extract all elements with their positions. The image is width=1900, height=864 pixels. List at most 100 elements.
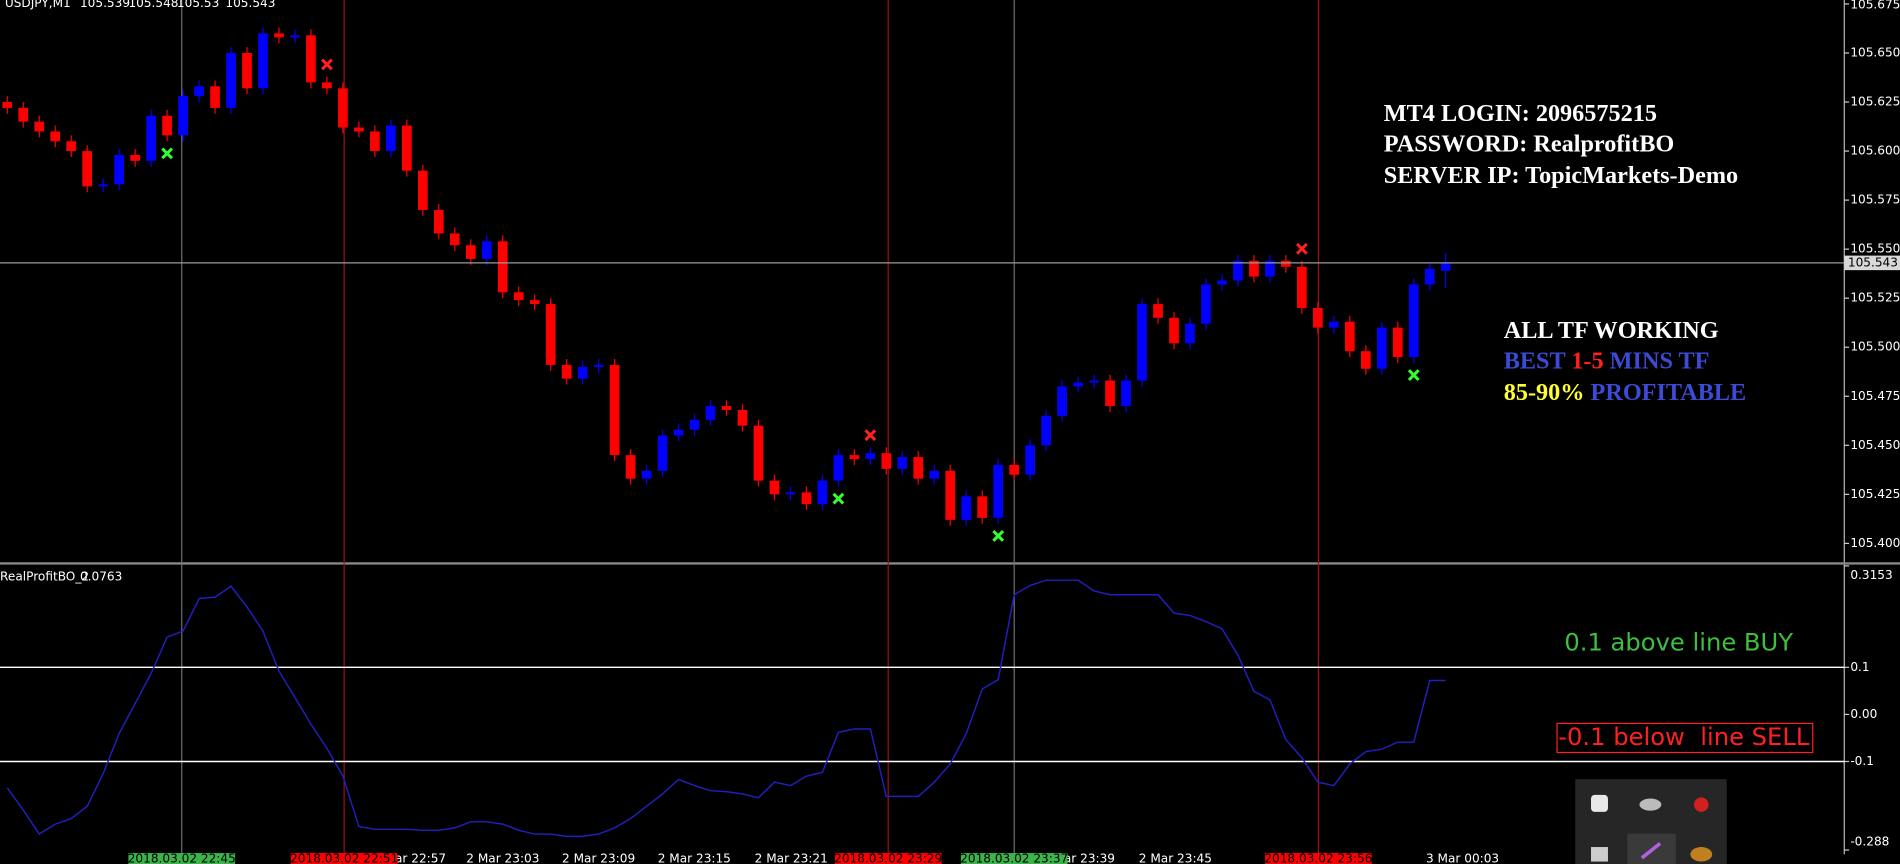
candle-body xyxy=(513,292,524,301)
x-tick-label: 3 Mar 00:03 xyxy=(1426,852,1499,864)
sell-signal xyxy=(1295,242,1308,255)
candle-body xyxy=(162,115,172,136)
candle-body xyxy=(50,131,61,142)
y-tick-label: 105.425 xyxy=(1850,487,1900,501)
current-price-box xyxy=(1844,255,1900,271)
candle-body xyxy=(833,455,844,481)
time-marker-box xyxy=(290,853,398,864)
annotation-part: 1-5 xyxy=(1571,347,1603,374)
candle-body xyxy=(1392,327,1403,358)
candle-body xyxy=(1185,323,1195,344)
x-tick-label: 2 Mar 23:15 xyxy=(658,852,731,864)
tray-icon[interactable] xyxy=(1591,847,1608,862)
indicator-line xyxy=(6,579,1446,838)
candle-body xyxy=(945,470,956,520)
annotation-part: SERVER IP: TopicMarkets-Demo xyxy=(1384,161,1738,188)
candle-body xyxy=(625,455,636,479)
candle-body xyxy=(817,480,828,505)
candle-body xyxy=(977,496,988,518)
candle-body xyxy=(1169,317,1179,344)
y-tick-label: -0.288 xyxy=(1850,835,1889,849)
candle-body xyxy=(274,33,284,38)
time-marker-box xyxy=(960,853,1068,864)
candle-body xyxy=(577,366,588,379)
candle-body xyxy=(226,52,236,108)
y-tick-label: 105.600 xyxy=(1850,144,1900,158)
tray-icon[interactable] xyxy=(1639,798,1662,811)
current-price-label: 105.543 xyxy=(1848,255,1898,269)
y-tick-label: -0.1 xyxy=(1850,754,1874,768)
candle-body xyxy=(1217,280,1227,285)
tray-icon[interactable] xyxy=(1694,797,1709,812)
candle-body xyxy=(433,209,444,234)
y-tick-label: 0.3153 xyxy=(1850,568,1892,582)
candle-body xyxy=(753,425,764,481)
tray-icon[interactable] xyxy=(1591,794,1608,812)
candle-body xyxy=(1201,284,1211,324)
y-tick-label: 105.475 xyxy=(1850,389,1900,403)
candle-body xyxy=(386,125,396,152)
candle-body xyxy=(465,245,476,259)
candle-body xyxy=(897,457,908,469)
candle-body xyxy=(2,102,13,108)
candle-body xyxy=(1121,380,1131,407)
candle-body xyxy=(1025,445,1036,475)
indicator-value: 0.0763 xyxy=(80,569,122,583)
candle-body xyxy=(1297,266,1307,308)
annotation-part: ALL TF WORKING xyxy=(1504,317,1719,344)
buy-signal xyxy=(1407,369,1420,381)
annotation-part: PASSWORD: RealprofitBO xyxy=(1384,130,1674,157)
candle-body xyxy=(178,96,188,136)
candle-body xyxy=(849,455,860,460)
candle-body xyxy=(210,86,220,108)
candle-body xyxy=(929,470,940,479)
candle-body xyxy=(993,464,1004,518)
candle-body xyxy=(737,410,748,426)
candle-body xyxy=(98,184,109,187)
annotation: -0.1 below line SELL xyxy=(1558,723,1810,751)
candle-body xyxy=(481,241,492,259)
candle-body xyxy=(721,406,732,411)
candle-body xyxy=(449,233,460,246)
annotation: ALL TF WORKING xyxy=(1504,317,1719,344)
annotation: 0.1 above line BUY xyxy=(1564,628,1793,656)
candle-body xyxy=(1073,382,1083,387)
candle-body xyxy=(66,141,77,152)
time-marker-label: 2018.03.02 23:29 xyxy=(834,852,942,864)
candle-body xyxy=(417,170,428,210)
candle-body xyxy=(306,35,316,83)
sell-signal xyxy=(864,429,877,442)
y-tick-label: 105.575 xyxy=(1850,193,1900,207)
candle-body xyxy=(801,492,812,505)
time-marker-box xyxy=(128,853,236,864)
y-tick-label: 105.500 xyxy=(1850,340,1900,354)
tray-icon[interactable] xyxy=(1640,841,1662,860)
candle-body xyxy=(529,300,540,305)
candle-body xyxy=(1344,321,1355,352)
y-tick-label: 105.550 xyxy=(1850,242,1900,256)
candle-body xyxy=(561,364,572,379)
candle-body xyxy=(1009,464,1020,475)
candle-body xyxy=(673,429,684,436)
candle-body xyxy=(1328,321,1339,328)
time-marker-label: 2018.03.02 22:51 xyxy=(290,852,398,864)
buy-signal xyxy=(161,147,174,160)
annotation: BEST 1-5 MINS TF xyxy=(1504,347,1710,374)
candle-body xyxy=(1313,307,1323,328)
header-open: 105.539 xyxy=(80,0,130,10)
candle-body xyxy=(194,86,204,97)
header-low: 105.53 xyxy=(177,0,219,10)
annotation-box xyxy=(1556,722,1814,754)
annotation: 85-90% PROFITABLE xyxy=(1504,378,1746,405)
buy-signal xyxy=(832,492,845,505)
candle-body xyxy=(370,131,380,152)
candle-body xyxy=(865,453,876,460)
candle-body xyxy=(114,154,124,185)
tray-icon[interactable] xyxy=(1690,847,1713,862)
candle-body xyxy=(1408,284,1419,358)
y-tick-label: 105.675 xyxy=(1850,0,1900,11)
candle-body xyxy=(497,241,508,293)
header-high: 105.548 xyxy=(128,0,178,10)
candle-body xyxy=(961,496,972,520)
